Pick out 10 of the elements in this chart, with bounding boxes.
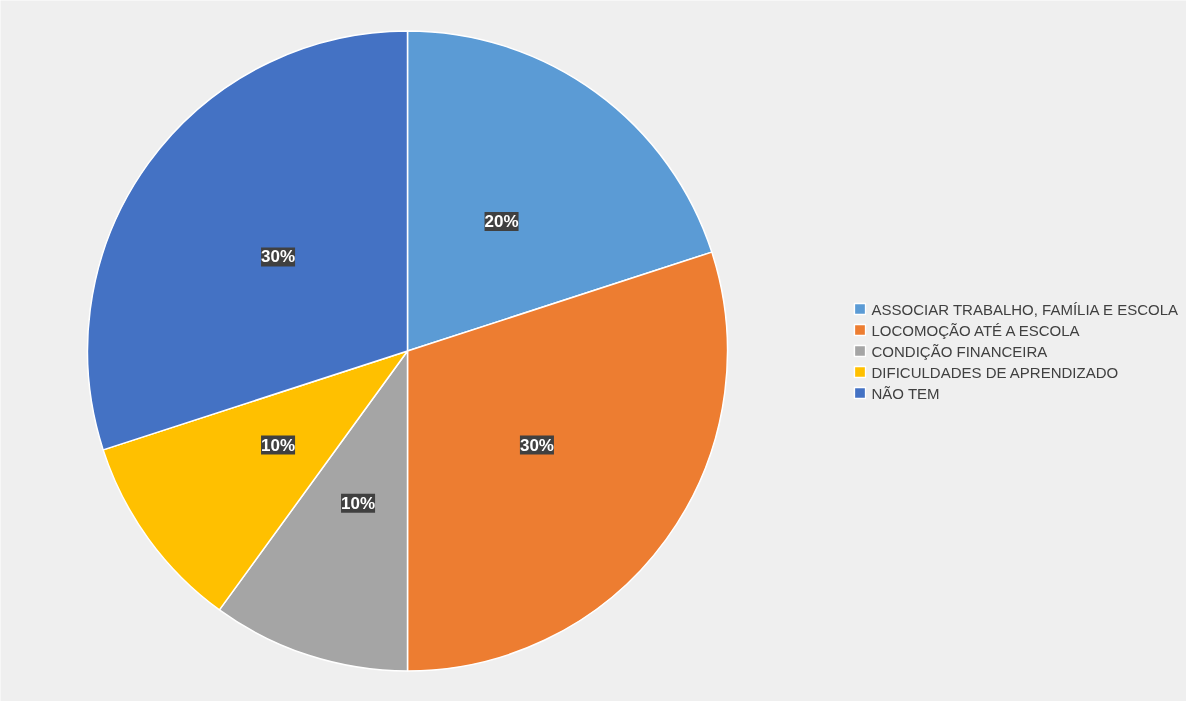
- data-label: 10%: [341, 493, 376, 513]
- legend-label: NÃO TEM: [871, 384, 940, 401]
- data-label: 10%: [261, 435, 296, 455]
- legend-label: LOCOMOÇÃO ATÉ A ESCOLA: [871, 321, 1080, 338]
- data-label: 30%: [261, 247, 296, 267]
- data-label: 20%: [484, 212, 519, 232]
- legend-label: DIFICULDADES DE APRENDIZADO: [871, 363, 1119, 380]
- legend-label: CONDIÇÃO FINANCEIRA: [871, 342, 1048, 359]
- legend-label: ASSOCIAR TRABALHO, FAMÍLIA E ESCOLA: [871, 300, 1178, 317]
- data-label: 30%: [519, 435, 554, 455]
